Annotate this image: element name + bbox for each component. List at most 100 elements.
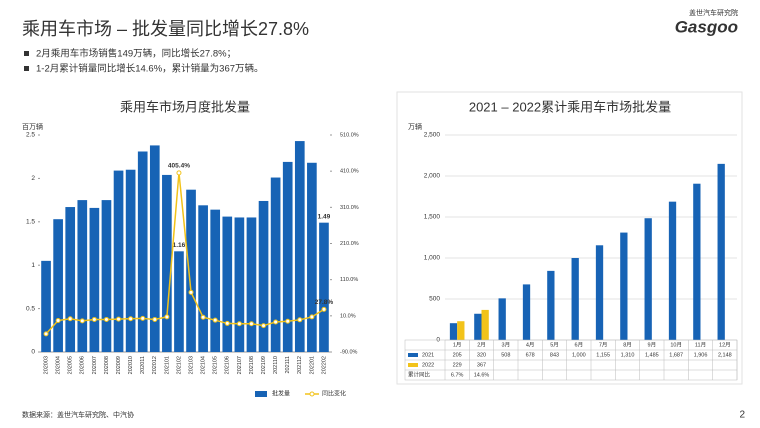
line-point [224, 320, 230, 326]
y-axis-label: 百万辆 [22, 122, 43, 131]
line-point [273, 319, 279, 325]
bar [307, 162, 317, 352]
table-value: 2,148 [718, 352, 732, 358]
line-point [79, 318, 85, 324]
x-tick-label: 202106 [225, 356, 231, 374]
line [45, 172, 325, 335]
bar [137, 151, 148, 352]
y-tick-label: 500 [429, 296, 440, 303]
bar [198, 205, 208, 352]
table-value: 843 [550, 352, 559, 358]
chart-frame [396, 91, 743, 385]
y-tick-label: 1,000 [424, 255, 441, 262]
bar [474, 313, 482, 340]
legend-swatch [309, 391, 315, 397]
x-tick-label: 202110 [273, 356, 279, 374]
legend-label: 同比变化 [322, 390, 346, 398]
y2-tick-label: 310.0% [340, 205, 359, 211]
table-value: 678 [526, 352, 535, 358]
x-tick-label: 202005 [68, 356, 74, 374]
line-point [152, 316, 158, 322]
table-value: 6.7% [451, 372, 464, 378]
bar [41, 260, 51, 352]
x-tick-label: 202105 [213, 356, 219, 374]
table-row-label: 累计同比 [408, 370, 431, 378]
x-tick-label: 9月 [648, 341, 657, 348]
data-label: 27.8% [315, 299, 334, 306]
y-tick-label: 2,500 [424, 132, 441, 139]
line-point [261, 323, 267, 329]
x-tick-label: 202109 [261, 356, 267, 374]
bar [595, 245, 604, 340]
x-tick-label: 202101 [164, 356, 170, 374]
line-point [103, 316, 109, 322]
legend-label: 2021 [422, 352, 434, 358]
bar [270, 177, 281, 352]
bar [65, 207, 76, 352]
y2-tick-label: 410.0% [340, 169, 359, 175]
line-point [128, 316, 134, 322]
y2-tick-label: 110.0% [340, 277, 358, 283]
x-tick-label: 202112 [297, 356, 303, 374]
x-tick-label: 2月 [477, 341, 486, 348]
line-point [43, 331, 49, 337]
line-point [140, 315, 146, 321]
slide-title: 乘用车市场 – 批发量同比增长27.8% [22, 19, 309, 39]
bar [162, 174, 172, 352]
bar [149, 145, 160, 352]
data-label: 1.49 [318, 213, 331, 220]
x-tick-label: 5月 [550, 341, 559, 348]
y2-tick-label: 510.0% [340, 132, 359, 138]
x-tick-label: 11月 [695, 341, 706, 348]
x-tick-label: 202102 [176, 356, 182, 374]
bullet-marker [24, 51, 29, 56]
bar [186, 189, 196, 352]
y2-tick-label: -90.0% [340, 349, 358, 355]
x-tick-label: 3月 [502, 341, 511, 348]
chart-title: 乘用车市场月度批发量 [120, 99, 250, 114]
bar [77, 200, 88, 352]
line-point [236, 321, 242, 327]
legend-swatch [255, 391, 267, 397]
x-tick-label: 202111 [285, 356, 291, 374]
logo-subtitle: 盖世汽车研究院 [689, 8, 738, 17]
x-tick-label: 10月 [670, 341, 682, 348]
x-tick-label: 7月 [599, 341, 608, 348]
legend-label: 批发量 [272, 390, 290, 398]
y-tick-label: 1 [31, 262, 35, 269]
data-label: 1.16 [173, 242, 186, 249]
x-tick-label: 202104 [201, 356, 207, 374]
source: 数据来源：盖世汽车研究院、中汽协 [22, 410, 134, 419]
bar [457, 321, 465, 340]
y-tick-label: 1.5 [26, 219, 35, 226]
y-tick-label: 1,500 [424, 214, 441, 221]
line-point [200, 314, 206, 320]
bar [547, 270, 555, 340]
logo-brand: Gasgoo [675, 17, 738, 36]
table-value: 1,155 [596, 352, 610, 358]
line-point [248, 321, 254, 327]
bar [693, 183, 701, 340]
bar [282, 161, 293, 352]
bullet: 2月乘用车市场销售149万辆，同比增长27.8%； [36, 48, 236, 60]
line-point [91, 316, 97, 322]
bar [101, 200, 112, 352]
table-value: 229 [453, 362, 462, 368]
table-value: 1,485 [645, 352, 659, 358]
table-value: 508 [501, 352, 510, 358]
bar [449, 323, 458, 340]
x-tick-label: 202103 [188, 356, 194, 374]
chart-title: 2021 – 2022累计乘用车市场批发量 [469, 99, 671, 114]
bar [125, 169, 136, 352]
line-point [67, 316, 73, 322]
line-point [188, 289, 194, 295]
table-value: 1,310 [621, 352, 635, 358]
table-value: 205 [453, 352, 462, 358]
line-point [116, 316, 122, 322]
y-tick-label: 2.5 [26, 132, 35, 139]
line-point [164, 314, 170, 320]
y-tick-label: 0.5 [26, 305, 35, 312]
x-tick-label: 202004 [56, 356, 62, 374]
bar [571, 258, 579, 340]
